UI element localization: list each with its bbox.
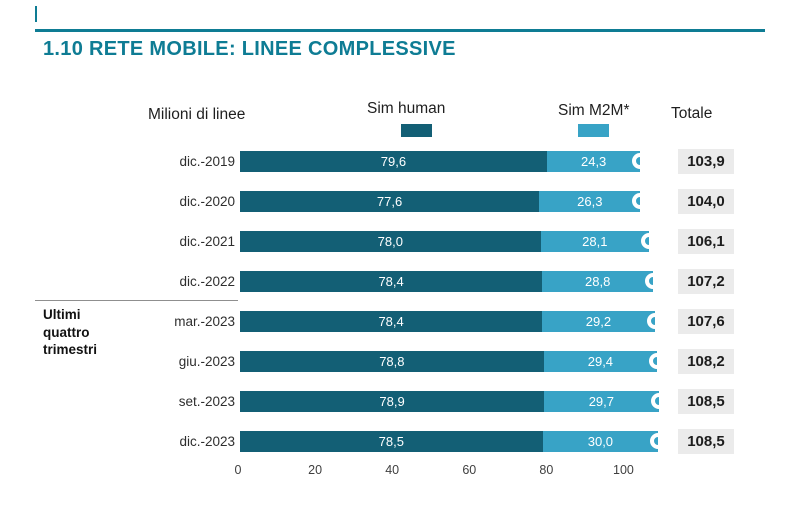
bar-end-circle-marker	[646, 313, 663, 329]
x-axis: 0 20 40 60 80 100	[234, 463, 662, 481]
unit-label: Milioni di linee	[148, 106, 246, 123]
bar-track: 78,8 29,4	[240, 350, 666, 372]
total-value-badge: 107,6	[678, 308, 734, 334]
bar-chart: dic.-2019 79,6 24,3 103,9 dic.-2020 77,6…	[35, 141, 795, 461]
bar-value-label: 29,2	[585, 313, 612, 329]
x-axis-tick-label: 100	[613, 463, 634, 477]
bar-segment-sim-human: 78,0	[240, 230, 541, 252]
legend-swatch-sim-human	[401, 124, 432, 137]
page-title: 1.10 RETE MOBILE: LINEE COMPLESSIVE	[43, 38, 456, 60]
bar-row: set.-2023 78,9 29,7 108,5	[35, 381, 795, 421]
legend-swatch-sim-m2m	[578, 124, 609, 137]
bar-track: 78,4 29,2	[240, 310, 664, 332]
bar-segment-sim-human: 78,5	[240, 430, 543, 452]
bar-segment-sim-m2m: 29,4	[543, 350, 658, 372]
total-value-badge: 108,2	[678, 348, 734, 374]
category-label: mar.-2023	[174, 313, 235, 329]
bar-row: mar.-2023 78,4 29,2 107,6	[35, 301, 795, 341]
bar-value-label: 78,8	[379, 353, 405, 369]
x-axis-tick-label: 60	[462, 463, 477, 477]
last-four-quarters-label: Ultimi quattro trimestri	[43, 307, 98, 358]
bar-segment-sim-m2m: 28,1	[540, 230, 649, 252]
bar-value-label: 29,4	[587, 353, 614, 369]
category-label: dic.-2023	[179, 433, 235, 449]
bar-segment-sim-human: 78,8	[240, 350, 544, 372]
category-label: dic.-2021	[179, 233, 235, 249]
bar-end-circle-marker	[650, 433, 667, 449]
bar-value-label: 24,3	[580, 153, 607, 169]
bar-segment-sim-m2m: 26,3	[539, 190, 641, 212]
bar-value-label: 26,3	[577, 193, 603, 209]
bar-track: 78,0 28,1	[240, 230, 664, 252]
x-axis-tick-label: 40	[385, 463, 400, 477]
category-label: dic.-2022	[179, 273, 235, 289]
category-label: dic.-2019	[179, 153, 235, 169]
bar-value-label: 78,5	[378, 433, 404, 449]
bar-row: giu.-2023 78,8 29,4 108,2	[35, 341, 795, 381]
x-axis-tick-label: 80	[539, 463, 554, 477]
bar-track: 77,6 26,3	[240, 190, 664, 212]
bar-track: 79,6 24,3	[240, 150, 664, 172]
bar-row: dic.-2019 79,6 24,3 103,9	[35, 141, 795, 181]
title-rule	[35, 29, 765, 32]
category-label: dic.-2020	[179, 193, 235, 209]
total-value-badge: 106,1	[678, 228, 734, 254]
bar-value-label: 29,7	[588, 393, 614, 409]
bar-row: dic.-2020 77,6 26,3 104,0	[35, 181, 795, 221]
bar-segment-sim-human: 78,4	[240, 310, 543, 332]
bar-value-label: 28,8	[585, 273, 611, 289]
bar-track: 78,9 29,7	[240, 390, 667, 412]
bar-end-circle-marker	[632, 153, 649, 169]
total-value-badge: 104,0	[678, 188, 734, 214]
bar-segment-sim-human: 79,6	[240, 150, 547, 172]
bar-row: dic.-2023 78,5 30,0 108,5	[35, 421, 795, 461]
bar-segment-sim-m2m: 28,8	[542, 270, 654, 292]
bar-segment-sim-m2m: 29,7	[544, 390, 659, 412]
corner-accent-tick	[35, 6, 37, 22]
bar-segment-sim-human: 78,9	[240, 390, 545, 412]
bar-value-label: 78,4	[378, 313, 404, 329]
total-value-badge: 107,2	[678, 268, 734, 294]
bar-value-label: 78,0	[377, 233, 403, 249]
last-four-quarters-separator	[35, 300, 238, 301]
bar-row: dic.-2021 78,0 28,1 106,1	[35, 221, 795, 261]
bar-end-circle-marker	[632, 193, 649, 209]
bar-track: 78,5 30,0	[240, 430, 667, 452]
bar-end-circle-marker	[640, 233, 657, 249]
bar-segment-sim-human: 78,4	[240, 270, 543, 292]
total-value-badge: 103,9	[678, 148, 734, 174]
bar-value-label: 28,1	[582, 233, 608, 249]
bar-end-circle-marker	[650, 393, 667, 409]
total-value-badge: 108,5	[678, 388, 734, 414]
bar-value-label: 30,0	[587, 433, 614, 449]
total-value-badge: 108,5	[678, 428, 734, 454]
bar-segment-sim-m2m: 24,3	[546, 150, 641, 172]
x-axis-tick-label: 20	[308, 463, 323, 477]
bar-value-label: 78,9	[379, 393, 405, 409]
x-axis-tick-label: 0	[234, 463, 242, 477]
bar-value-label: 77,6	[376, 193, 403, 209]
bar-segment-sim-m2m: 29,2	[542, 310, 655, 332]
bar-value-label: 78,4	[378, 273, 404, 289]
bar-end-circle-marker	[649, 353, 666, 369]
legend-label-sim-m2m: Sim M2M*	[558, 102, 630, 119]
category-label: set.-2023	[178, 393, 235, 409]
bar-row: dic.-2022 78,4 28,8 107,2	[35, 261, 795, 301]
bar-end-circle-marker	[645, 273, 662, 289]
bar-segment-sim-human: 77,6	[240, 190, 540, 212]
bar-value-label: 79,6	[380, 153, 407, 169]
category-label: giu.-2023	[178, 353, 235, 369]
bar-track: 78,4 28,8	[240, 270, 664, 292]
bar-segment-sim-m2m: 30,0	[542, 430, 659, 452]
totale-column-header: Totale	[671, 105, 713, 122]
legend-label-sim-human: Sim human	[367, 100, 446, 117]
